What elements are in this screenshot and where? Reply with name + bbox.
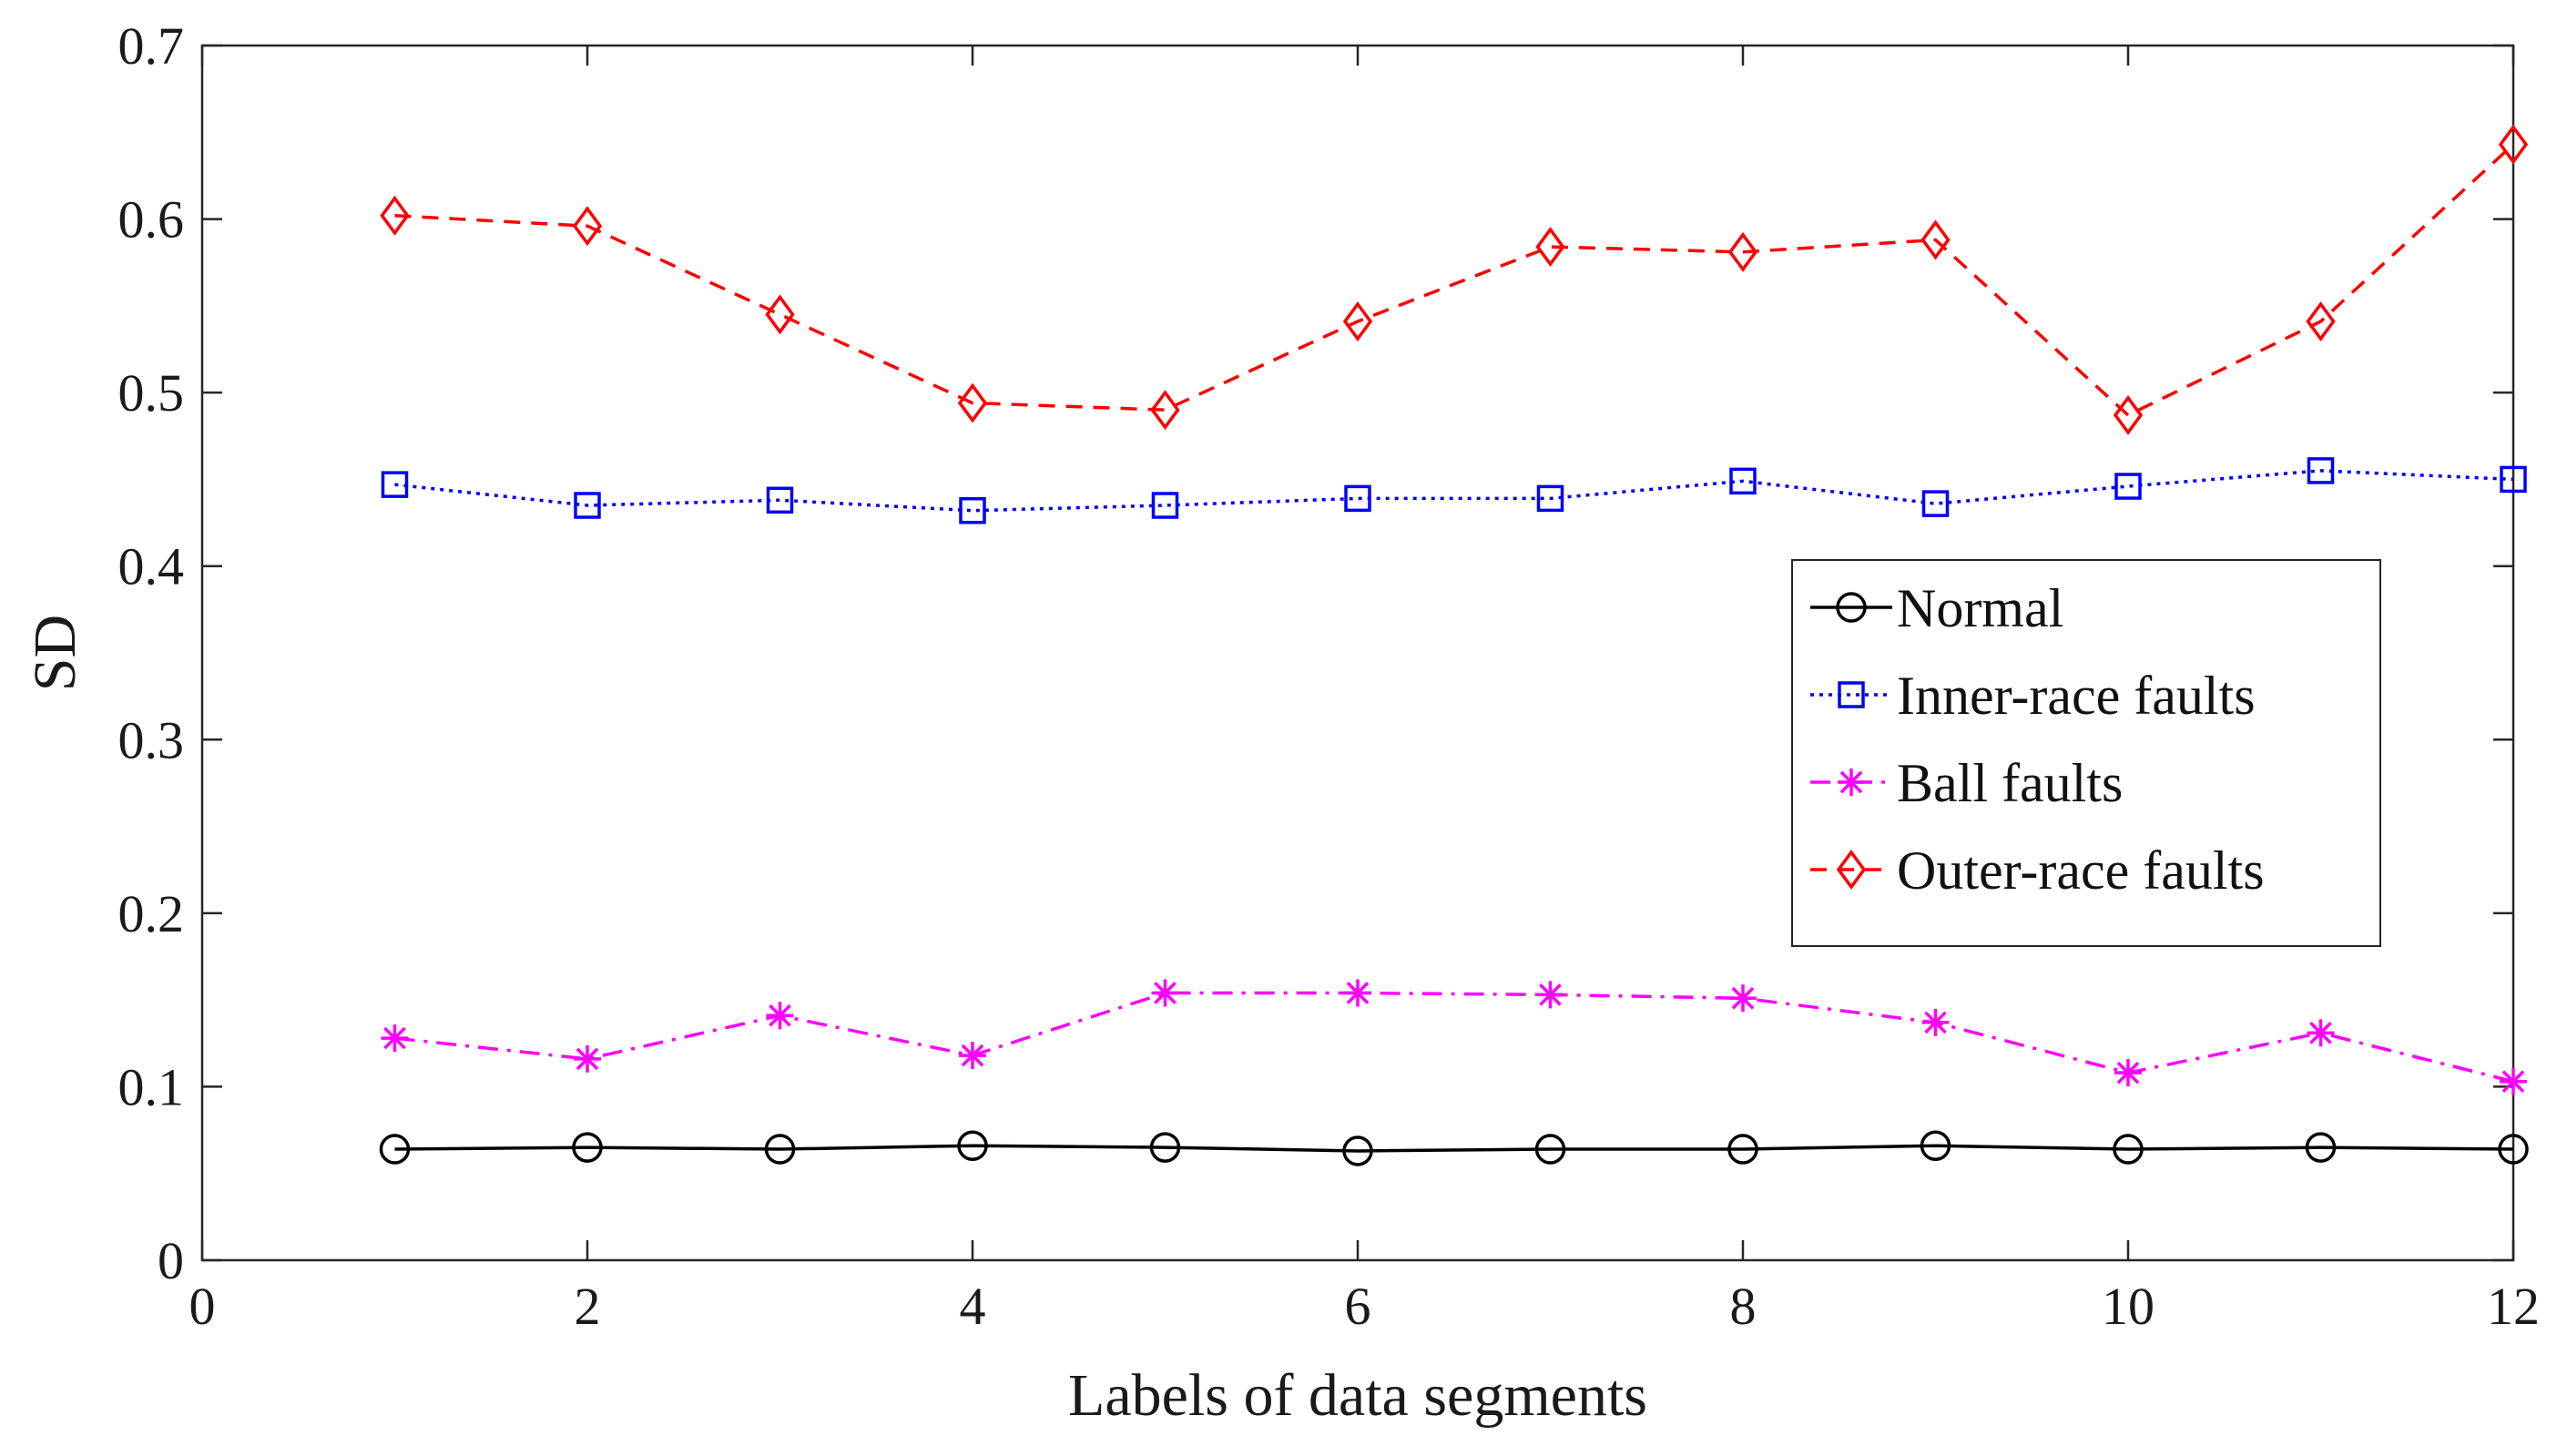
data-point-ball-faults: [2500, 1067, 2527, 1095]
data-point-inner-race-faults: [574, 492, 601, 519]
legend-marker-normal: [1836, 592, 1867, 623]
data-point-outer-race-faults: [1342, 301, 1373, 341]
data-point-ball-faults: [1344, 979, 1371, 1007]
data-point-ball-faults: [1729, 984, 1757, 1013]
data-point-outer-race-faults: [1150, 390, 1180, 431]
data-point-ball-faults: [2114, 1059, 2142, 1087]
series-line-inner-race-faults: [394, 469, 2514, 513]
x-tick-label: 0: [189, 1277, 216, 1336]
data-point-ball-faults: [766, 1002, 794, 1030]
data-point-ball-faults: [381, 1024, 409, 1053]
data-point-inner-race-faults: [2114, 473, 2142, 500]
data-point-normal: [957, 1130, 988, 1161]
data-point-ball-faults: [1921, 1008, 1950, 1036]
y-tick-label: 0.6: [118, 190, 185, 249]
x-tick-label: 2: [575, 1277, 601, 1336]
data-point-normal: [1727, 1134, 1758, 1165]
data-point-inner-race-faults: [959, 496, 986, 524]
x-tick-label: 4: [960, 1277, 986, 1336]
x-tick-label: 8: [1730, 1277, 1757, 1336]
data-point-outer-race-faults: [2113, 394, 2144, 435]
legend-label-inner-race-faults: Inner-race faults: [1897, 666, 2256, 726]
y-tick-label: 0.4: [118, 537, 185, 596]
data-point-normal: [764, 1134, 796, 1165]
data-point-normal: [2113, 1134, 2144, 1165]
data-point-normal: [2498, 1134, 2529, 1165]
data-point-outer-race-faults: [2498, 124, 2529, 165]
data-point-normal: [1920, 1130, 1951, 1161]
legend-box: [1791, 559, 2381, 947]
data-point-normal: [1534, 1134, 1566, 1165]
series-line-outer-race-faults: [394, 143, 2515, 418]
data-point-outer-race-faults: [1535, 227, 1565, 268]
data-point-ball-faults: [1151, 979, 1179, 1007]
data-point-ball-faults: [2307, 1019, 2335, 1047]
data-point-outer-race-faults: [1727, 231, 1758, 272]
data-point-ball-faults: [574, 1044, 601, 1073]
x-tick-label: 12: [2487, 1277, 2540, 1336]
legend-marker-ball-faults: [1838, 769, 1865, 796]
legend-marker-outer-race-faults: [1836, 850, 1867, 890]
series-line-normal: [394, 1144, 2514, 1153]
legend-label-ball-faults: Ball faults: [1897, 753, 2123, 813]
y-tick-label: 0.3: [118, 710, 185, 769]
data-point-normal: [2305, 1132, 2337, 1163]
data-point-normal: [379, 1134, 411, 1165]
y-tick-label: 0.7: [118, 16, 185, 76]
data-point-inner-race-faults: [766, 486, 794, 514]
data-point-normal: [572, 1132, 603, 1163]
y-axis-title: SD: [22, 615, 88, 691]
data-point-normal: [1342, 1135, 1373, 1166]
data-point-inner-race-faults: [1536, 484, 1564, 513]
data-point-outer-race-faults: [380, 195, 410, 236]
y-tick-label: 0.2: [118, 884, 185, 943]
series-line-ball-faults: [394, 991, 2514, 1084]
data-point-inner-race-faults: [381, 471, 409, 498]
data-point-inner-race-faults: [1921, 490, 1950, 517]
data-point-inner-race-faults: [1344, 484, 1371, 513]
x-tick-label: 10: [2102, 1277, 2155, 1336]
legend-marker-inner-race-faults: [1838, 681, 1865, 708]
data-point-inner-race-faults: [1729, 467, 1757, 495]
x-tick-label: 6: [1345, 1277, 1371, 1336]
x-axis-title: Labels of data segments: [1068, 1362, 1647, 1429]
legend-label-normal: Normal: [1897, 578, 2063, 638]
data-point-outer-race-faults: [957, 382, 988, 423]
data-point-outer-race-faults: [572, 206, 603, 247]
data-point-ball-faults: [959, 1042, 986, 1070]
data-point-normal: [1149, 1132, 1181, 1163]
data-point-inner-race-faults: [2500, 465, 2527, 494]
y-tick-label: 0: [158, 1231, 184, 1290]
data-point-inner-race-faults: [2307, 457, 2335, 484]
data-point-outer-race-faults: [2306, 301, 2336, 341]
data-point-outer-race-faults: [1920, 219, 1951, 260]
data-point-ball-faults: [1536, 981, 1564, 1009]
data-point-outer-race-faults: [765, 294, 795, 335]
y-tick-label: 0.1: [118, 1057, 185, 1116]
y-tick-label: 0.5: [118, 363, 185, 423]
legend-label-outer-race-faults: Outer-race faults: [1897, 840, 2265, 901]
data-point-inner-race-faults: [1151, 492, 1179, 519]
